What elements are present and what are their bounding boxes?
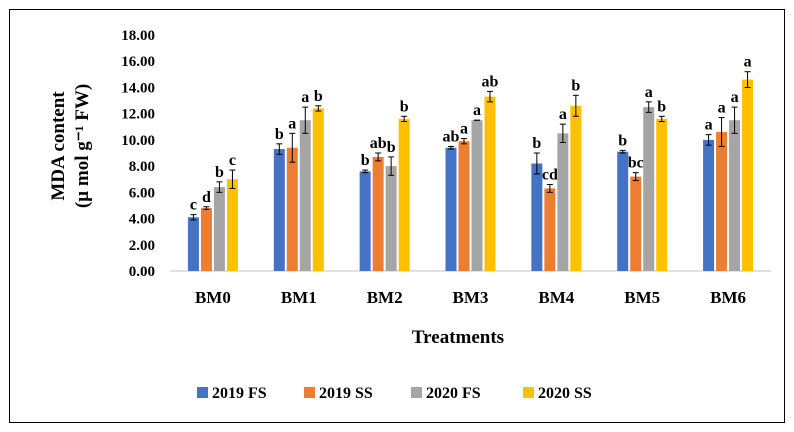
bar bbox=[742, 79, 754, 271]
significance-letter: b bbox=[618, 132, 627, 149]
significance-letter: b bbox=[275, 126, 284, 143]
bar bbox=[544, 188, 556, 271]
significance-letter: ab bbox=[370, 135, 387, 152]
significance-letter: a bbox=[718, 100, 726, 117]
bar bbox=[570, 105, 582, 271]
significance-letter: a bbox=[301, 89, 309, 106]
legend: 2019 FS 2019 SS 2020 FS 2020 SS bbox=[197, 385, 592, 402]
legend-swatch bbox=[523, 387, 534, 398]
bar bbox=[273, 149, 285, 271]
bar bbox=[299, 120, 311, 271]
significance-letter: b bbox=[571, 77, 580, 94]
bar bbox=[557, 133, 569, 271]
significance-letter: b bbox=[532, 135, 541, 152]
x-axis-title: Treatments bbox=[412, 327, 504, 348]
bar bbox=[385, 166, 397, 271]
x-tick-label: BM6 bbox=[710, 288, 746, 307]
significance-letter: b bbox=[387, 139, 396, 156]
y-tick-label: 10.00 bbox=[121, 133, 155, 149]
significance-letter: b bbox=[361, 152, 370, 169]
x-tick-label: BM4 bbox=[538, 288, 574, 307]
significance-letter: ab bbox=[443, 128, 460, 145]
y-tick-label: 18.00 bbox=[121, 28, 155, 44]
bar bbox=[458, 141, 470, 271]
legend-label: 2020 SS bbox=[538, 385, 592, 402]
significance-letter: a bbox=[288, 115, 296, 132]
legend-swatch bbox=[304, 387, 315, 398]
chart-frame bbox=[9, 9, 785, 423]
significance-letter: a bbox=[559, 106, 567, 123]
y-tick-label: 14.00 bbox=[121, 80, 155, 96]
bar bbox=[372, 156, 384, 271]
significance-letter: a bbox=[731, 89, 739, 106]
significance-letter: cd bbox=[542, 166, 558, 183]
significance-letter: ab bbox=[482, 73, 499, 90]
bar bbox=[471, 120, 483, 271]
significance-letter: bc bbox=[628, 155, 644, 172]
significance-letter: b bbox=[314, 88, 323, 105]
legend-swatch bbox=[411, 387, 422, 398]
bar bbox=[643, 107, 655, 271]
y-tick-label: 8.00 bbox=[129, 159, 155, 175]
significance-letter: c bbox=[229, 152, 236, 169]
significance-letter: b bbox=[657, 98, 666, 115]
bar bbox=[531, 163, 543, 271]
bar bbox=[200, 208, 212, 271]
y-tick-label: 16.00 bbox=[121, 54, 155, 70]
bar bbox=[729, 120, 741, 271]
bar bbox=[630, 176, 642, 271]
significance-letter: d bbox=[202, 189, 211, 206]
y-axis-title-line1: MDA content bbox=[48, 91, 69, 201]
y-tick-label: 2.00 bbox=[129, 238, 155, 254]
x-tick-label: BM2 bbox=[367, 288, 403, 307]
bar bbox=[213, 187, 225, 271]
y-tick-label: 4.00 bbox=[129, 212, 155, 228]
significance-letter: a bbox=[645, 84, 653, 101]
bar bbox=[312, 108, 324, 271]
bar bbox=[716, 132, 728, 271]
legend-label: 2019 SS bbox=[319, 385, 373, 402]
bar bbox=[359, 171, 371, 271]
x-tick-label: BM5 bbox=[624, 288, 660, 307]
bar bbox=[617, 151, 629, 271]
y-axis-title-line2: (µ mol g⁻¹ FW) bbox=[72, 84, 93, 208]
significance-letter: b bbox=[400, 98, 409, 115]
bar bbox=[656, 118, 668, 272]
bar bbox=[286, 147, 298, 271]
significance-letter: a bbox=[744, 54, 752, 71]
bar bbox=[445, 147, 457, 271]
bar bbox=[484, 96, 496, 271]
significance-letter: a bbox=[705, 117, 713, 134]
significance-letter: a bbox=[460, 121, 468, 138]
significance-letter: c bbox=[190, 197, 197, 214]
plot-area: 0.00 2.00 4.00 6.00 8.00 10.00 12.00 14.00 16.00… bbox=[121, 28, 771, 307]
legend-label: 2020 FS bbox=[426, 385, 481, 402]
y-tick-label: 6.00 bbox=[129, 185, 155, 201]
legend-label: 2019 FS bbox=[212, 385, 267, 402]
legend-swatch bbox=[197, 387, 208, 398]
bar bbox=[703, 139, 715, 271]
significance-letter: b bbox=[215, 164, 224, 181]
x-tick-label: BM3 bbox=[453, 288, 489, 307]
bar bbox=[398, 118, 410, 272]
bar bbox=[226, 179, 238, 271]
x-tick-label: BM0 bbox=[195, 288, 231, 307]
y-tick-label: 0.00 bbox=[129, 264, 155, 280]
bar bbox=[187, 217, 199, 271]
significance-letter: a bbox=[473, 102, 481, 119]
y-tick-label: 12.00 bbox=[121, 107, 155, 123]
x-tick-label: BM1 bbox=[281, 288, 317, 307]
